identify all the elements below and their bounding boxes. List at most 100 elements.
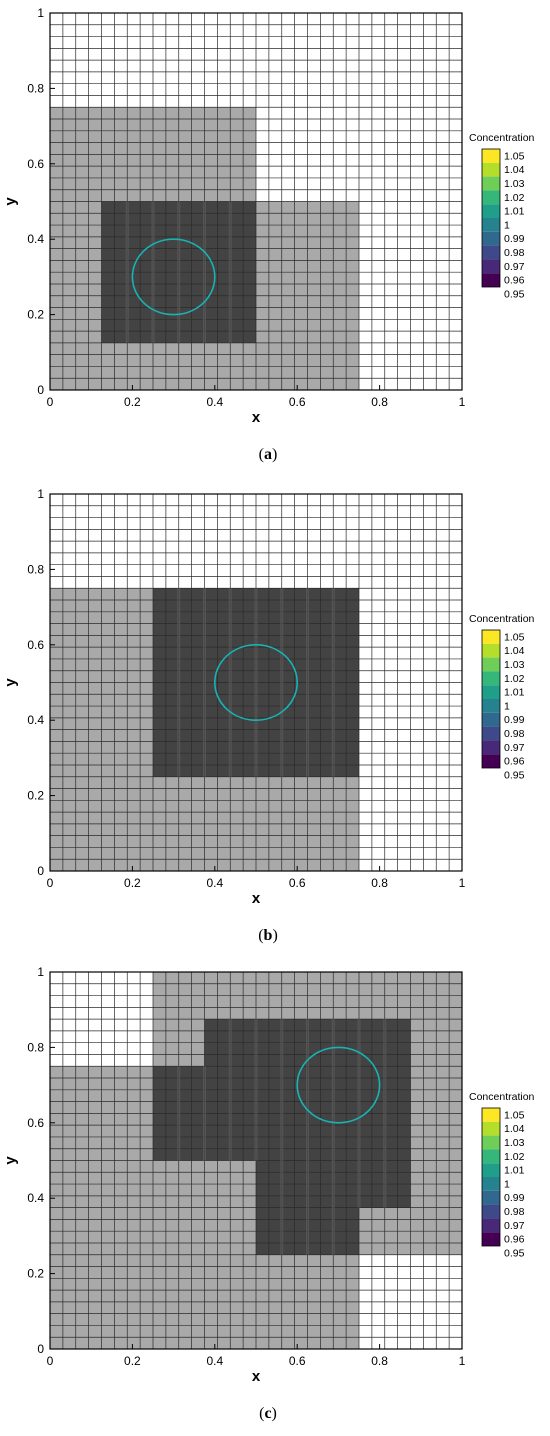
fine-mesh-band-3 [280,1160,387,1208]
colorbar-swatch [482,1149,500,1164]
y-tick-label: 0.4 [27,232,44,246]
colorbar-swatch [482,1121,500,1136]
panel-caption: (a) [259,446,278,463]
colorbar-swatch [482,273,500,287]
x-axis-label: x [252,1368,261,1385]
colorbar-swatch [482,1190,500,1205]
y-tick-label: 0.2 [27,1267,44,1281]
x-tick-label: 1 [459,395,466,409]
interface-circle [214,643,299,721]
y-tick-label: 0.6 [27,157,44,171]
x-tick-label: 0.8 [371,1354,388,1368]
mesh-lines [50,13,462,390]
fine-mesh-band-1 [228,1019,387,1067]
x-tick-label: 0.8 [371,395,388,409]
mesh-lines [50,494,462,871]
colorbar-label: 1.03 [504,178,525,190]
x-tick-label: 0.4 [206,395,223,409]
x-tick-label: 1 [459,876,466,890]
fine-mesh-band-4 [280,1207,335,1255]
y-tick-label: 0.4 [27,1191,44,1205]
y-tick-label: 0 [37,1342,44,1356]
x-tick-label: 1 [459,1354,466,1368]
panel-caption: (c) [259,1405,277,1422]
fine-mesh-band-1 [125,201,232,343]
colorbar-label: 1 [504,1178,510,1190]
colorbar-label: 0.95 [504,1247,525,1259]
colorbar-title: Concentration [469,1091,535,1103]
colorbar-label: 1.03 [504,659,525,671]
y-tick-label: 0 [37,864,44,878]
colorbar-swatch [482,190,500,205]
colorbar-label: 1.02 [504,192,525,204]
colorbar-swatch [482,218,500,232]
x-tick-label: 0.4 [206,1354,223,1368]
colorbar-label: 1 [504,700,510,712]
x-axis-label: x [252,890,261,907]
caption-close: ) [272,446,277,463]
fine-mesh-band-1 [177,588,335,777]
colorbar-legend: Concentration 1.05 1.04 1.03 1.02 1.011 0.99 0.… [469,613,535,781]
interface-circle [131,238,216,316]
x-tick-label: 0.2 [124,1354,141,1368]
fine-mesh-band-2 [177,1066,387,1161]
colorbar-swatch [482,176,500,191]
x-tick-label: 0 [47,1354,54,1368]
y-tick-label: 0.4 [27,713,44,727]
interface-circle [296,1046,381,1124]
colorbar-label: 0.95 [504,288,525,300]
colorbar-swatch [482,671,500,686]
colorbar-label: 0.96 [504,756,525,768]
y-axis-label: y [2,678,19,687]
colorbar-swatch [482,1108,500,1122]
colorbar-title: Concentration [469,132,535,144]
x-tick-label: 0.2 [124,876,141,890]
y-axis-label: y [2,197,19,206]
y-tick-label: 0.2 [27,789,44,803]
x-tick-label: 0 [47,876,54,890]
colorbar-label: 1.02 [504,673,525,685]
y-tick-label: 1 [37,6,44,20]
colorbar-label: 0.97 [504,1220,525,1232]
colorbar-swatch [482,726,500,741]
colorbar-swatch [482,1204,500,1219]
colorbar-swatch [482,1177,500,1191]
colorbar-swatch [482,162,500,177]
y-tick-label: 0.6 [27,638,44,652]
y-tick-label: 0 [37,383,44,397]
colorbar-legend: Concentration 1.05 1.04 1.03 1.02 1.011 0.99 0.… [469,1091,535,1259]
caption-close: ) [272,927,277,944]
colorbar-swatch [482,657,500,672]
colorbar-swatch [482,149,500,163]
colorbar-label: 0.98 [504,247,525,259]
x-tick-label: 0 [47,395,54,409]
chart-panel-b: 0 0.2 0.4 0.6 0.8 1 0 0.2 0.4 0.6 0.8 1 x y Concentrat… [2,487,535,944]
colorbar-label: 1.03 [504,1137,525,1149]
colorbar-swatch [482,740,500,755]
y-axis-label: y [2,1156,19,1165]
colorbar-label: 0.99 [504,233,525,245]
caption-open: ( [259,446,264,463]
colorbar-swatch [482,643,500,658]
colorbar-label: 0.97 [504,742,525,754]
colorbar-label: 0.97 [504,261,525,273]
plot-frame [49,971,463,1350]
colorbar-swatch [482,630,500,644]
colorbar-frame [481,1107,501,1247]
colorbar-label: 1.05 [504,631,525,643]
colorbar-swatch [482,1163,500,1177]
x-tick-label: 0.6 [289,1354,306,1368]
colorbar-label: 1.02 [504,1151,525,1163]
colorbar-swatch [482,1135,500,1150]
caption-open: ( [259,1405,264,1422]
colorbar-label: 0.95 [504,769,525,781]
colorbar-label: 0.99 [504,1192,525,1204]
colorbar-label: 0.96 [504,1234,525,1246]
colorbar-swatch [482,754,500,768]
y-tick-label: 0.2 [27,308,44,322]
colorbar-label: 1.04 [504,1123,525,1135]
plot-frame [49,493,463,872]
chart-panel-a: 0 0.2 0.4 0.6 0.8 1 0 0.2 0.4 0.6 0.8 1 x y Concentrat… [2,6,535,463]
colorbar-frame [481,148,501,288]
